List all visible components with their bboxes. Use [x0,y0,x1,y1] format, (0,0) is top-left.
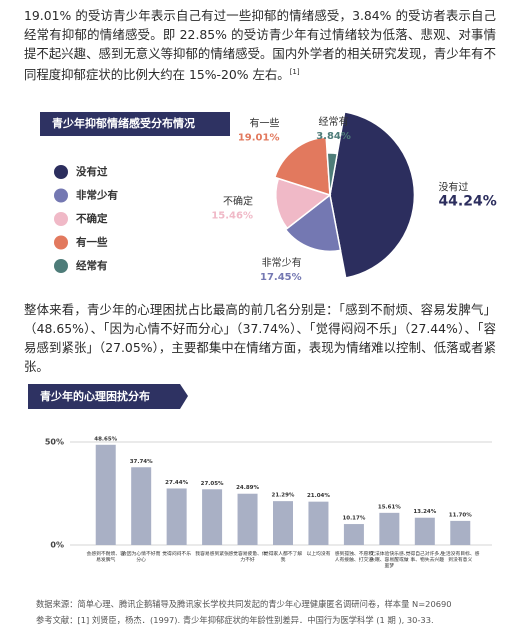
slice-value: 15.46% [211,211,253,222]
value-label: 37.74% [130,459,153,465]
slice-label: 经常有 [319,115,349,128]
legend-label: 非常少有 [76,189,118,202]
chart-title-box [40,112,230,136]
rose-slice [329,110,416,279]
bar [95,444,116,545]
x-tick-label: 以上均没有 [306,550,330,557]
x-tick-label: 我容易感到紧张 [195,550,229,557]
bar [414,517,435,545]
value-label: 48.65% [94,436,117,442]
legend-swatch [54,188,68,203]
x-tick-label: 会因为心情不好而分心 [122,550,161,563]
legend-label: 经常有 [76,259,108,272]
slice-label: 没有过 [438,180,468,193]
value-label: 10.17% [342,516,365,522]
slice-value: 17.45% [260,272,302,283]
summary-paragraph: 整体来看，青少年的心理困扰占比最高的前几名分别是：「感到不耐烦、容易发脾气」（4… [24,302,496,374]
y-tick-label: 50% [45,438,64,447]
x-tick-label: 会感到不耐烦、容易发脾气 [87,550,126,563]
x-tick-label: 感觉容易疲惫、体力不好 [228,550,267,563]
legend-swatch [54,165,68,179]
rose-slice [284,193,342,253]
rose-slice [326,152,339,196]
bar [379,512,400,545]
reference: 参考文献：[1] 刘贤臣，杨杰．(1997). 青少年抑郁症状的年龄性别差异．中… [36,615,434,625]
slice-label: 有一些 [249,116,279,129]
chart-title: 青少年的心理困扰分布 [40,389,150,403]
chart-title-box [28,384,188,409]
value-label: 15.61% [378,504,401,510]
bar [166,488,187,545]
bar [202,489,223,545]
bar [273,501,293,545]
x-tick-label: 觉得家人都不了解我 [264,550,303,563]
y-tick-label: 0% [50,541,64,550]
legend-label: 没有过 [76,165,108,178]
intro-text: 19.01% 的受访青少年表示自己有过一些抑郁的情绪感受，3.84% 的受访者表… [24,8,496,83]
value-label: 24.89% [236,485,259,491]
bar [131,467,152,545]
legend-swatch [54,259,68,273]
x-tick-label: 觉得闷闷不乐 [162,550,191,557]
reference-mark: [1] [289,68,300,76]
value-label: 21.04% [307,493,330,499]
x-tick-label: 无法体验快乐感、失眠、容易醒或做噩梦 [370,550,409,569]
slice-label: 不确定 [223,195,253,208]
legend-label: 不确定 [76,212,108,225]
x-tick-label: 觉得自己对许多人、事、物失去兴趣 [406,550,445,563]
slice-value: 19.01% [238,132,280,143]
bar [450,520,471,545]
slice-label: 非常少有 [262,256,302,269]
slice-value: 44.24% [438,193,496,209]
bar [343,524,364,545]
value-label: 13.24% [413,509,436,515]
legend-label: 有一些 [76,236,108,249]
bar [308,501,329,545]
x-tick-label: 感到孤独、不愿和人有接触、打交道 [335,550,374,563]
rose-slice [273,136,331,197]
value-label: 11.70% [449,512,472,518]
value-label: 27.05% [201,481,224,487]
data-source: 数据来源：简单心理、腾讯企鹅辅导及腾讯家长学校共同发起的青少年心理健康匿名调研问… [36,599,452,609]
value-label: 21.29% [272,493,295,499]
value-label: 27.44% [165,480,188,486]
slice-value: 3.84% [316,131,351,142]
legend-swatch [54,212,68,226]
chart-title: 青少年抑郁情绪感受分布情况 [52,116,195,130]
legend-swatch [54,235,68,250]
x-tick-label: 生活没有目标、感到没有意义 [441,550,480,563]
intro-paragraph: 19.01% 的受访青少年表示自己有过一些抑郁的情绪感受，3.84% 的受访者表… [24,6,496,84]
bar [237,493,258,545]
